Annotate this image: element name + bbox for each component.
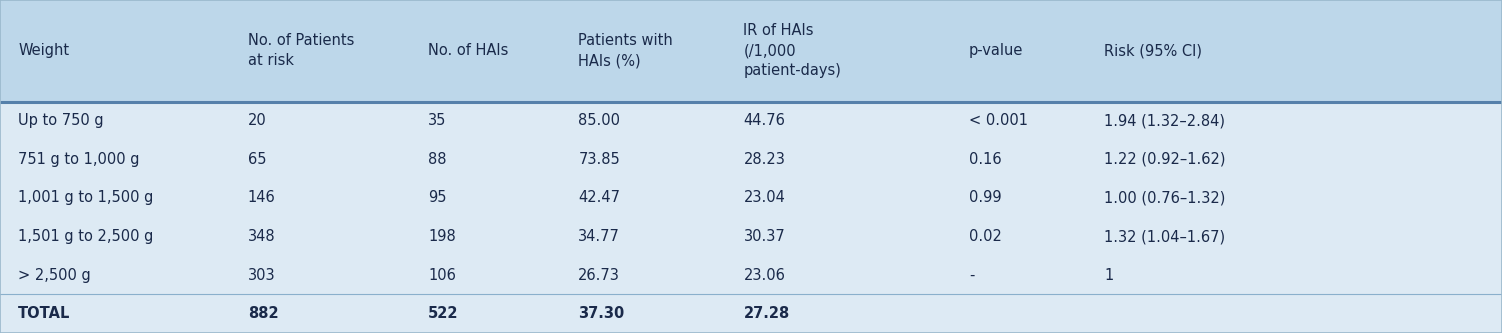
Bar bbox=[0, 102, 1502, 333]
Text: Weight: Weight bbox=[18, 43, 69, 58]
Text: 35: 35 bbox=[428, 113, 446, 128]
Text: 23.04: 23.04 bbox=[743, 190, 786, 205]
Text: 0.16: 0.16 bbox=[969, 152, 1002, 167]
Text: 85.00: 85.00 bbox=[578, 113, 620, 128]
Text: < 0.001: < 0.001 bbox=[969, 113, 1027, 128]
Text: 30.37: 30.37 bbox=[743, 229, 786, 244]
Text: > 2,500 g: > 2,500 g bbox=[18, 268, 90, 283]
Text: IR of HAIs
(/1,000
patient-days): IR of HAIs (/1,000 patient-days) bbox=[743, 24, 841, 78]
Text: 882: 882 bbox=[248, 306, 278, 321]
Text: 348: 348 bbox=[248, 229, 275, 244]
Text: 0.99: 0.99 bbox=[969, 190, 1002, 205]
Text: -: - bbox=[969, 268, 975, 283]
Text: 522: 522 bbox=[428, 306, 458, 321]
Text: 1.00 (0.76–1.32): 1.00 (0.76–1.32) bbox=[1104, 190, 1226, 205]
Text: 0.02: 0.02 bbox=[969, 229, 1002, 244]
Text: 1,001 g to 1,500 g: 1,001 g to 1,500 g bbox=[18, 190, 153, 205]
Text: 1.94 (1.32–2.84): 1.94 (1.32–2.84) bbox=[1104, 113, 1226, 128]
Text: 23.06: 23.06 bbox=[743, 268, 786, 283]
Text: Up to 750 g: Up to 750 g bbox=[18, 113, 104, 128]
Text: TOTAL: TOTAL bbox=[18, 306, 71, 321]
Text: No. of Patients
at risk: No. of Patients at risk bbox=[248, 33, 354, 68]
Text: 28.23: 28.23 bbox=[743, 152, 786, 167]
Text: 1: 1 bbox=[1104, 268, 1113, 283]
Text: 34.77: 34.77 bbox=[578, 229, 620, 244]
Text: 73.85: 73.85 bbox=[578, 152, 620, 167]
Text: 1,501 g to 2,500 g: 1,501 g to 2,500 g bbox=[18, 229, 153, 244]
Text: 751 g to 1,000 g: 751 g to 1,000 g bbox=[18, 152, 140, 167]
Text: 27.28: 27.28 bbox=[743, 306, 790, 321]
Text: 1.22 (0.92–1.62): 1.22 (0.92–1.62) bbox=[1104, 152, 1226, 167]
Text: Risk (95% CI): Risk (95% CI) bbox=[1104, 43, 1202, 58]
Text: 1.32 (1.04–1.67): 1.32 (1.04–1.67) bbox=[1104, 229, 1226, 244]
Text: 146: 146 bbox=[248, 190, 275, 205]
Text: 106: 106 bbox=[428, 268, 457, 283]
Text: 303: 303 bbox=[248, 268, 275, 283]
Text: 42.47: 42.47 bbox=[578, 190, 620, 205]
Text: 65: 65 bbox=[248, 152, 266, 167]
Text: 95: 95 bbox=[428, 190, 446, 205]
Text: 198: 198 bbox=[428, 229, 455, 244]
Text: 44.76: 44.76 bbox=[743, 113, 786, 128]
Text: 20: 20 bbox=[248, 113, 266, 128]
Text: p-value: p-value bbox=[969, 43, 1023, 58]
Text: No. of HAIs: No. of HAIs bbox=[428, 43, 509, 58]
Text: 26.73: 26.73 bbox=[578, 268, 620, 283]
Bar bbox=[0, 0, 1502, 102]
Text: 37.30: 37.30 bbox=[578, 306, 625, 321]
Text: 88: 88 bbox=[428, 152, 446, 167]
Text: Patients with
HAIs (%): Patients with HAIs (%) bbox=[578, 33, 673, 68]
